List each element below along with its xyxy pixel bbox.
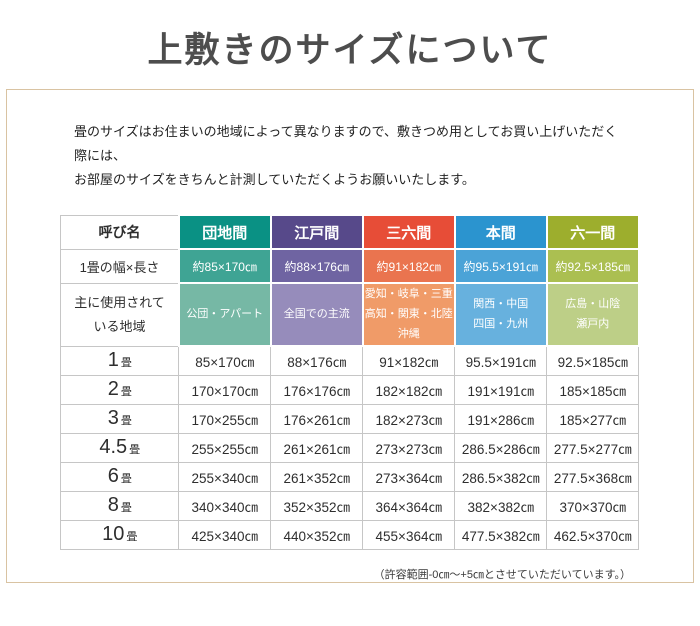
size-value: 425×340㎝ — [178, 519, 272, 550]
header-cell-rokuichima: 六一間 — [545, 214, 640, 251]
region-row: 主に使用されて いる地域 公団・アパート 全国での主流 愛知・岐阜・三重 高知・… — [60, 282, 640, 348]
size-value: 176×176㎝ — [270, 374, 364, 405]
region-row-label: 主に使用されて いる地域 — [60, 282, 180, 347]
size-value: 255×340㎝ — [178, 461, 272, 492]
size-value: 88×176㎝ — [270, 345, 364, 376]
size-value: 382×382㎝ — [454, 490, 548, 521]
region-danchima: 公団・アパート — [177, 282, 272, 348]
size-value: 191×191㎝ — [454, 374, 548, 405]
size-value: 455×364㎝ — [362, 519, 456, 550]
size-value: 261×261㎝ — [270, 432, 364, 463]
size-value: 286.5×382㎝ — [454, 461, 548, 492]
region-rokuichima: 広島・山陰 瀬戸内 — [545, 282, 640, 348]
unit-size-rokuichima: 約92.5×185㎝ — [545, 248, 640, 285]
size-value: 273×364㎝ — [362, 461, 456, 492]
intro-line-1: 畳のサイズはお住まいの地域によって異なりますので、敷きつめ用としてお買い上げいた… — [74, 124, 618, 164]
row-label: 4.5 畳 — [60, 432, 180, 463]
size-value: 286.5×286㎝ — [454, 432, 548, 463]
unit-size-honma: 約95.5×191㎝ — [453, 248, 548, 285]
header-cell-saburokuma: 三六間 — [361, 214, 456, 251]
tatami-size-table: 呼び名 団地間 江戸間 三六間 本間 六一間 1畳の幅×長さ 約85×170㎝ … — [60, 214, 640, 550]
size-value: 185×277㎝ — [546, 403, 640, 434]
size-value: 440×352㎝ — [270, 519, 364, 550]
size-value: 273×273㎝ — [362, 432, 456, 463]
size-value: 170×255㎝ — [178, 403, 272, 434]
intro-text: 畳のサイズはお住まいの地域によって異なりますので、敷きつめ用としてお買い上げいた… — [74, 120, 626, 192]
tolerance-footnote: （許容範囲-0㎝～+5㎝とさせていただいています。） — [373, 568, 631, 581]
unit-size-danchima: 約85×170㎝ — [177, 248, 272, 285]
row-label: 10 畳 — [60, 519, 180, 550]
intro-line-2: お部屋のサイズをきちんと計測していただくようお願いいたします。 — [74, 172, 475, 188]
table-row-4-5jo: 4.5 畳 255×255㎝ 261×261㎝ 273×273㎝ 286.5×28… — [60, 432, 640, 463]
region-honma: 関西・中国 四国・九州 — [453, 282, 548, 348]
size-value: 91×182㎝ — [362, 345, 456, 376]
size-value: 261×352㎝ — [270, 461, 364, 492]
size-value: 352×352㎝ — [270, 490, 364, 521]
size-value: 364×364㎝ — [362, 490, 456, 521]
table-row-10jo: 10 畳 425×340㎝ 440×352㎝ 455×364㎝ 477.5×382… — [60, 519, 640, 550]
header-cell-name: 呼び名 — [60, 214, 180, 250]
size-value: 185×185㎝ — [546, 374, 640, 405]
size-value: 92.5×185㎝ — [546, 345, 640, 376]
region-saburokuma: 愛知・岐阜・三重 高知・関東・北陸 沖縄 — [361, 282, 456, 348]
header-cell-edoma: 江戸間 — [269, 214, 364, 251]
unit-size-label: 1畳の幅×長さ — [60, 248, 180, 284]
size-value: 462.5×370㎝ — [546, 519, 640, 550]
unit-size-saburokuma: 約91×182㎝ — [361, 248, 456, 285]
size-value: 170×170㎝ — [178, 374, 272, 405]
size-value: 182×182㎝ — [362, 374, 456, 405]
size-value: 95.5×191㎝ — [454, 345, 548, 376]
size-value: 182×273㎝ — [362, 403, 456, 434]
size-value: 277.5×368㎝ — [546, 461, 640, 492]
unit-size-edoma: 約88×176㎝ — [269, 248, 364, 285]
region-edoma: 全国での主流 — [269, 282, 364, 348]
header-row: 呼び名 団地間 江戸間 三六間 本間 六一間 — [60, 214, 640, 251]
size-value: 85×170㎝ — [178, 345, 272, 376]
size-value: 477.5×382㎝ — [454, 519, 548, 550]
size-value: 176×261㎝ — [270, 403, 364, 434]
page-title: 上敷きのサイズについて — [147, 31, 553, 70]
size-value: 370×370㎝ — [546, 490, 640, 521]
header-cell-danchima: 団地間 — [177, 214, 272, 251]
size-value: 191×286㎝ — [454, 403, 548, 434]
size-value: 255×255㎝ — [178, 432, 272, 463]
unit-size-row: 1畳の幅×長さ 約85×170㎝ 約88×176㎝ 約91×182㎝ 約95.5… — [60, 248, 640, 285]
header-cell-honma: 本間 — [453, 214, 548, 251]
size-value: 340×340㎝ — [178, 490, 272, 521]
size-value: 277.5×277㎝ — [546, 432, 640, 463]
content-panel: 畳のサイズはお住まいの地域によって異なりますので、敷きつめ用としてお買い上げいた… — [6, 89, 694, 583]
